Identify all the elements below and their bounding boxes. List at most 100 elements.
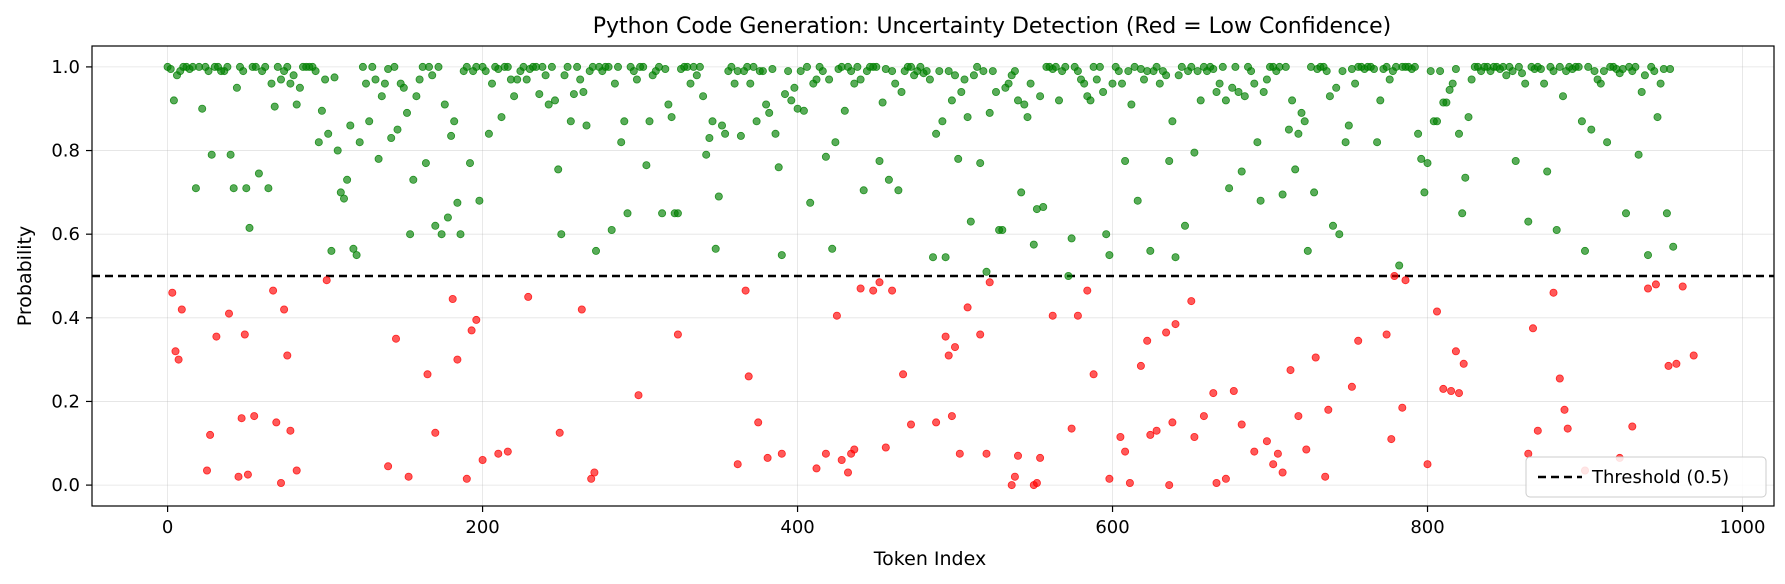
data-point: [749, 62, 758, 71]
data-point: [212, 332, 221, 341]
x-tick-label: 600: [1095, 517, 1129, 538]
data-point: [1518, 69, 1527, 78]
data-point: [686, 79, 695, 88]
data-point: [765, 108, 774, 117]
data-point: [1584, 62, 1593, 71]
data-point: [1259, 88, 1268, 97]
data-point: [853, 62, 862, 71]
data-point: [535, 90, 544, 99]
data-point: [973, 62, 982, 71]
data-point: [1092, 75, 1101, 84]
data-point: [982, 267, 991, 276]
data-point: [1656, 79, 1665, 88]
data-point: [317, 106, 326, 115]
data-point: [447, 131, 456, 140]
data-point: [894, 186, 903, 195]
data-point: [1382, 330, 1391, 339]
data-point: [569, 90, 578, 99]
x-tick-label: 200: [465, 517, 499, 538]
data-point: [428, 71, 437, 80]
data-point: [1524, 217, 1533, 226]
data-point: [557, 230, 566, 239]
data-point: [667, 113, 676, 122]
data-point: [1225, 184, 1234, 193]
data-point: [1155, 79, 1164, 88]
data-point: [1423, 159, 1432, 168]
data-point: [705, 133, 714, 142]
data-point: [1048, 311, 1057, 320]
data-point: [733, 460, 742, 469]
data-point: [932, 129, 941, 138]
data-point: [1622, 209, 1631, 218]
y-tick-label: 0.8: [51, 141, 80, 162]
data-point: [777, 251, 786, 260]
data-point: [1165, 481, 1174, 490]
data-point: [891, 79, 900, 88]
data-point: [1247, 67, 1256, 76]
data-point: [1143, 336, 1152, 345]
data-point: [1240, 92, 1249, 101]
data-point: [1152, 62, 1161, 71]
data-point: [1387, 435, 1396, 444]
data-point: [1603, 138, 1612, 147]
y-tick-label: 0.4: [51, 308, 80, 329]
data-point: [922, 67, 931, 76]
data-point: [1631, 62, 1640, 71]
data-point: [324, 129, 333, 138]
data-point: [1455, 389, 1464, 398]
data-point: [1029, 240, 1038, 249]
data-point: [1637, 88, 1646, 97]
data-point: [1508, 67, 1517, 76]
data-point: [563, 62, 572, 71]
data-point: [1136, 361, 1145, 370]
data-point: [1521, 79, 1530, 88]
data-point: [954, 154, 963, 163]
data-point: [1302, 445, 1311, 454]
data-point: [1146, 430, 1155, 439]
data-point: [402, 108, 411, 117]
data-point: [1165, 156, 1174, 165]
data-point: [741, 286, 750, 295]
data-point: [872, 62, 881, 71]
data-point: [812, 75, 821, 84]
data-point: [1116, 432, 1125, 441]
data-point: [916, 62, 925, 71]
data-point: [1672, 359, 1681, 368]
data-point: [554, 165, 563, 174]
data-point: [174, 355, 183, 364]
data-point: [448, 294, 457, 303]
data-point: [443, 213, 452, 222]
data-point: [730, 79, 739, 88]
data-point: [1376, 96, 1385, 105]
data-point: [234, 472, 243, 481]
data-point: [812, 464, 821, 473]
legend: Threshold (0.5): [1525, 456, 1767, 498]
data-point: [494, 449, 503, 458]
data-point: [1590, 67, 1599, 76]
data-point: [1581, 246, 1590, 255]
data-point: [1061, 62, 1070, 71]
data-point: [582, 121, 591, 130]
data-point: [1095, 62, 1104, 71]
data-point: [232, 83, 241, 92]
data-point: [752, 117, 761, 126]
x-tick-label: 400: [780, 517, 814, 538]
data-point: [875, 156, 884, 165]
data-point: [202, 466, 211, 475]
x-tick-label: 800: [1410, 517, 1444, 538]
data-point: [311, 67, 320, 76]
data-point: [1555, 374, 1564, 383]
data-point: [758, 67, 767, 76]
data-point: [1549, 288, 1558, 297]
data-point: [897, 88, 906, 97]
data-point: [1121, 156, 1130, 165]
data-point: [1209, 389, 1218, 398]
data-point: [1514, 62, 1523, 71]
data-point: [1628, 422, 1637, 431]
data-point: [497, 113, 506, 122]
data-point: [322, 276, 331, 285]
data-point: [617, 138, 626, 147]
data-point: [856, 75, 865, 84]
data-point: [355, 138, 364, 147]
data-point: [250, 412, 259, 421]
